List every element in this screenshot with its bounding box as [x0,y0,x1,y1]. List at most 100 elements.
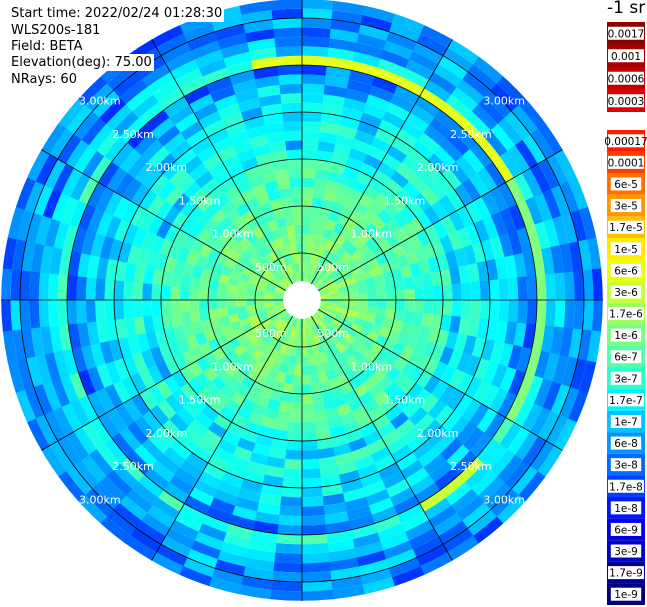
range-bin-cell [217,307,229,318]
range-bin-cell [283,313,291,323]
range-bin-cell [467,509,497,537]
colorbar: 0.00170.0010.00060.00030.000170.00016e-5… [604,22,647,605]
range-bin-cell [346,244,359,257]
range-bin-cell [243,116,266,131]
range-ring-label: 2.00km [145,161,187,174]
range-bin-cell [301,543,329,554]
range-bin-cell [53,220,70,250]
range-bin-cell [313,178,328,190]
range-bin-cell [308,225,318,236]
range-bin-cell [175,406,196,426]
range-bin-cell [151,283,162,300]
range-bin-cell [333,331,344,343]
range-bin-cell [464,355,481,377]
range-bin-cell [409,50,439,73]
range-bin-cell [427,153,450,175]
range-bin-cell [358,391,374,406]
range-bin-cell [132,281,144,300]
range-bin-cell [119,148,142,173]
range-bin-cell [335,134,355,149]
range-bin-cell [219,273,231,285]
range-bin-cell [251,239,264,252]
range-bin-cell [217,438,237,455]
range-bin-cell [244,557,275,572]
range-bin-cell [182,323,195,338]
range-bin-cell [559,327,574,358]
range-bin-cell [272,380,285,392]
range-bin-cell [210,360,226,376]
range-bin-cell [301,412,315,423]
range-bin-cell [275,217,287,229]
range-bin-cell [432,220,449,240]
range-bin-cell [183,180,202,200]
range-bin-cell [224,185,242,202]
range-bin-cell [414,287,425,301]
range-bin-cell [164,357,180,376]
range-bin-cell [226,291,237,300]
range-bin-cell [245,288,257,296]
range-bin-cell [377,209,394,225]
range-bin-cell [210,375,227,391]
range-bin-cell [295,346,302,357]
range-bin-cell [198,288,209,300]
range-bin-cell [383,202,401,219]
range-bin-cell [339,295,350,301]
range-bin-cell [62,223,79,252]
range-bin-cell [51,377,71,408]
range-bin-cell [261,171,277,184]
range-bin-cell [259,276,270,285]
range-bin-cell [302,36,331,48]
range-bin-cell [165,527,195,550]
range-bin-cell [330,345,341,358]
range-bin-cell [315,281,325,289]
range-bin-cell [423,357,440,376]
range-bin-cell [146,504,176,528]
range-bin-cell [85,82,114,112]
range-bin-cell [269,239,280,252]
colorbar-tick-label: 6e-7 [614,352,638,364]
range-bin-cell [260,483,283,497]
range-bin-cell [423,125,448,147]
range-bin-cell [104,191,124,216]
range-bin-cell [533,192,553,223]
range-bin-cell [81,344,97,370]
range-bin-cell [27,148,51,182]
range-bin-cell [373,315,385,327]
range-bin-cell [447,349,463,370]
range-bin-cell [328,210,341,223]
range-bin-cell [281,235,291,247]
range-bin-cell [342,165,360,180]
range-bin-cell [334,234,347,247]
range-bin-cell [389,388,407,406]
range-bin-cell [485,319,499,342]
range-bin-cell [232,445,253,461]
range-bin-cell [272,208,285,220]
range-bin-cell [401,155,422,175]
range-bin-cell [407,234,423,251]
range-bin-cell [458,264,471,284]
range-bin-cell [328,356,340,369]
range-bin-cell [462,244,477,266]
range-bin-cell [275,237,285,249]
range-bin-cell [73,110,100,140]
range-bin-cell [490,83,520,112]
range-bin-cell [178,565,212,587]
range-bin-cell [311,391,324,403]
range-bin-cell [302,0,335,11]
range-bin-cell [339,411,356,426]
range-bin-cell [112,463,139,489]
range-bin-cell [403,276,415,290]
range-bin-cell [385,218,402,234]
range-bin-cell [127,124,152,150]
range-bin-cell [194,253,208,269]
range-bin-cell [248,255,261,267]
range-bin-cell [456,227,472,249]
range-bin-cell [191,444,213,463]
range-bin-cell [81,229,97,256]
range-bin-cell [507,344,523,371]
range-bin-cell [225,462,247,479]
range-bin-cell [413,246,428,263]
range-bin-cell [320,259,330,270]
range-bin-cell [390,170,410,189]
range-bin-cell [274,542,302,554]
